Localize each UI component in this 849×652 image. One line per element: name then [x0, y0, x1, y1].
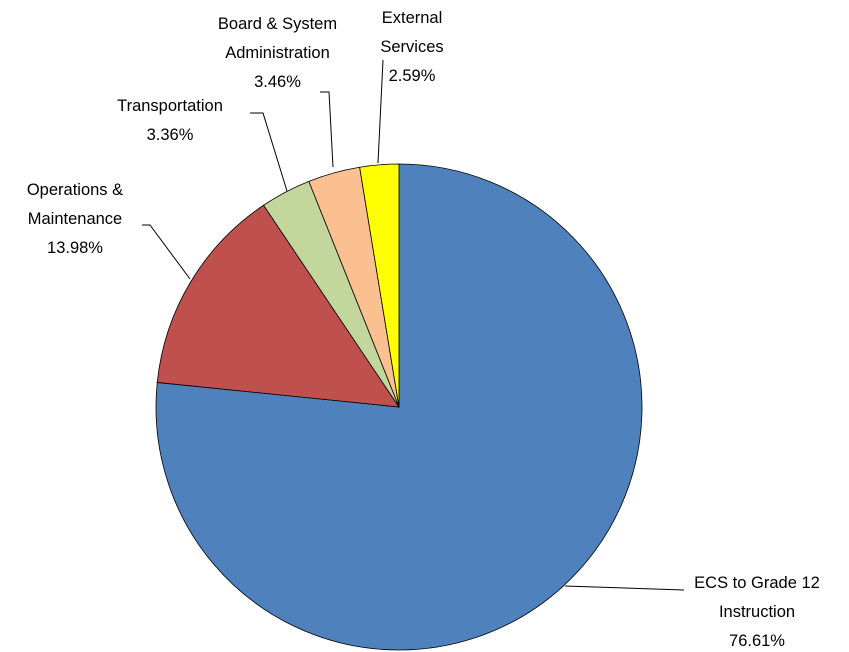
leader-line [377, 59, 384, 164]
label-name: Transportation [117, 97, 223, 115]
label-name: Board & System Administration [217, 15, 338, 62]
label-value: 3.46% [254, 73, 301, 91]
label-value: 2.59% [388, 67, 436, 85]
label-name: ECS to Grade 12 Instruction [694, 574, 820, 621]
slice-label: Board & System Administration 3.46% [195, 10, 360, 97]
leader-line [320, 91, 334, 168]
pie-slice [156, 204, 400, 408]
leader-line [142, 224, 191, 280]
slice-label: Operations & Maintenance 13.98% [5, 176, 145, 263]
leader-line [564, 585, 685, 591]
label-value: 3.36% [146, 126, 194, 144]
slices [155, 163, 643, 651]
pie-slice [155, 163, 643, 651]
label-name: Operations & Maintenance [26, 181, 124, 228]
label-value: 76.61% [729, 632, 785, 650]
label-value: 13.98% [47, 239, 103, 257]
slice-label: ECS to Grade 12 Instruction 76.61% [682, 569, 832, 652]
slice-label: Transportation 3.36% [95, 92, 245, 150]
pie-slice [359, 163, 400, 408]
label-name: External Services [380, 9, 444, 56]
leader-line [250, 112, 288, 192]
slice-label: External Services 2.59% [367, 4, 457, 91]
